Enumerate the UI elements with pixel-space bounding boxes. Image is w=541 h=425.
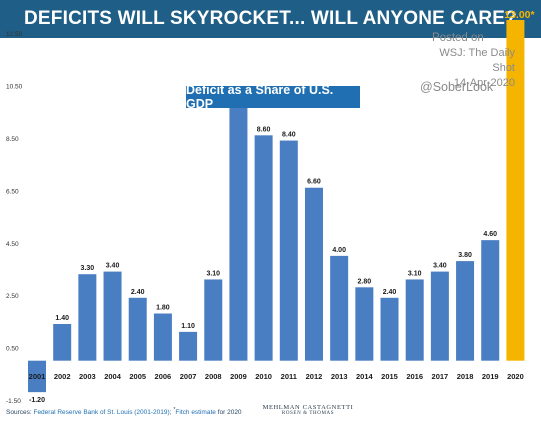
bar: [304, 187, 323, 361]
x-tick-label: 2018: [457, 372, 474, 381]
bar: [430, 271, 449, 361]
value-label: 13.00*: [504, 9, 535, 21]
value-label: 1.10: [181, 323, 195, 330]
x-tick-label: 2016: [406, 372, 423, 381]
x-tick-label: 2011: [281, 372, 297, 381]
value-label: 3.80: [458, 252, 472, 259]
value-label: 3.40: [106, 263, 120, 270]
x-tick-label: 2015: [381, 372, 398, 381]
sources-star: *: [173, 407, 176, 413]
chart-title-banner: DEFICITS WILL SKYROCKET... WILL ANYONE C…: [0, 0, 541, 38]
value-label: 6.60: [307, 179, 321, 186]
value-label: 1.40: [55, 315, 69, 322]
y-tick-label: 4.50: [6, 241, 19, 248]
x-tick-label: 2014: [356, 372, 374, 381]
y-tick-label: 2.50: [6, 293, 19, 300]
value-label: 4.60: [483, 231, 497, 238]
value-label: 3.40: [433, 263, 447, 270]
bar: [28, 360, 46, 393]
x-tick-label: 2008: [205, 372, 222, 381]
x-tick-label: 2004: [104, 372, 122, 381]
x-tick-label: 2019: [482, 372, 499, 381]
sources-separator: ;: [169, 409, 174, 417]
bar: [380, 297, 399, 361]
bar: [53, 324, 72, 361]
chart-subtitle: Deficit as a Share of U.S. GDP: [186, 83, 360, 111]
value-label: 8.40: [282, 132, 296, 139]
value-label: 2.40: [131, 289, 145, 296]
x-tick-label: 2007: [180, 372, 197, 381]
x-tick-label: 2020: [507, 372, 524, 381]
value-label: 3.10: [408, 270, 422, 277]
logo-line-2: ROSEN & THOMAS: [281, 411, 335, 416]
bar: [78, 274, 97, 361]
sources-link-fitch[interactable]: Fitch estimate: [175, 409, 216, 417]
bar: [355, 287, 374, 361]
y-tick-label: 10.50: [6, 84, 23, 91]
bar: [128, 297, 147, 361]
sources-prefix: Sources:: [6, 409, 34, 417]
bar: [481, 240, 500, 361]
sources-note: Sources: Federal Reserve Bank of St. Lou…: [6, 407, 306, 416]
bar: [204, 279, 223, 361]
value-label: 2.80: [358, 278, 372, 285]
y-tick-label: 12.50: [6, 31, 23, 38]
y-tick-label: 8.50: [6, 136, 19, 143]
posted-on-note: Posted on WSJ: The Daily Shot 14-Apr-202…: [430, 31, 515, 91]
posted-source: WSJ: The Daily Shot: [439, 47, 515, 74]
posted-on-label: Posted on: [432, 32, 484, 44]
bar: [456, 261, 475, 361]
x-tick-label: 2009: [230, 372, 247, 381]
value-label: -1.20: [29, 397, 45, 404]
sources-suffix: for 2020: [215, 409, 242, 417]
x-tick-label: 2013: [331, 372, 348, 381]
value-label: 1.80: [156, 305, 170, 312]
y-tick-label: 0.50: [6, 346, 19, 353]
bar: [330, 255, 349, 361]
sources-link-fred[interactable]: Federal Reserve Bank of St. Louis (2001-…: [33, 409, 170, 417]
posted-date: 14-Apr-2020: [453, 77, 515, 89]
bar: [279, 140, 298, 361]
y-tick-label: 6.50: [6, 188, 19, 195]
x-tick-label: 2010: [255, 372, 272, 381]
value-label: 3.30: [81, 265, 95, 272]
bar: [179, 331, 198, 361]
bar: [103, 271, 122, 361]
value-label: 8.60: [257, 126, 271, 133]
chart-title: DEFICITS WILL SKYROCKET... WILL ANYONE C…: [24, 8, 517, 29]
bar: [254, 135, 273, 361]
x-tick-label: 2017: [432, 372, 449, 381]
value-label: 2.40: [383, 289, 397, 296]
twitter-handle: @SoberLook: [420, 80, 494, 94]
logo-line-1: MEHLMAN CASTAGNETTI: [262, 404, 354, 411]
bar-estimate: [506, 20, 525, 361]
x-tick-label: 2006: [155, 372, 172, 381]
firm-logo: MEHLMAN CASTAGNETTI ROSEN & THOMAS: [252, 404, 364, 416]
bar: [229, 103, 248, 361]
bar: [405, 279, 424, 361]
x-tick-label: 2003: [79, 372, 96, 381]
y-tick-label: -1.50: [6, 398, 21, 405]
x-tick-label: 2012: [306, 372, 323, 381]
value-label: 4.00: [332, 247, 346, 254]
value-label: 3.10: [206, 270, 220, 277]
x-tick-label: 2001: [29, 372, 46, 381]
x-tick-label: 2005: [129, 372, 146, 381]
x-tick-label: 2002: [54, 372, 71, 381]
bar: [153, 313, 172, 361]
